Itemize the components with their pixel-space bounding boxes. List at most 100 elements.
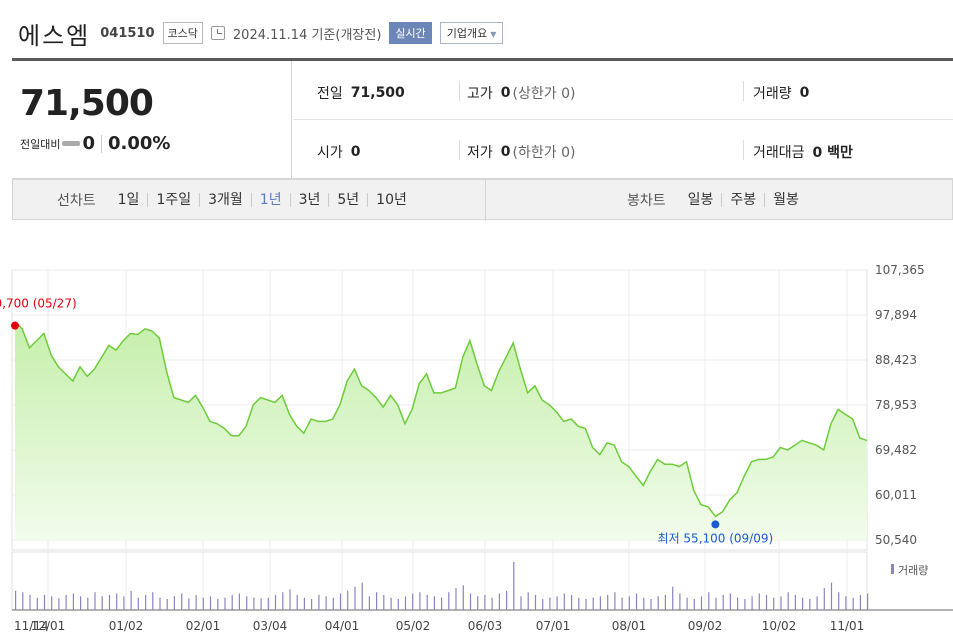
volume-bar	[130, 590, 132, 610]
tab-1d[interactable]: 1일	[110, 193, 149, 207]
volume-bar	[152, 592, 154, 610]
open-label: 시가	[317, 145, 343, 161]
volume-bar	[592, 597, 594, 610]
high-label: 고가	[467, 86, 493, 102]
volume-bar	[794, 594, 796, 610]
volume-bar	[397, 599, 399, 610]
tab-10y[interactable]: 10년	[376, 192, 407, 208]
volume-bar	[433, 596, 435, 610]
tab-weekly[interactable]: 주봉	[722, 193, 766, 207]
upper-limit: (상한가 0)	[512, 86, 576, 102]
tab-5y[interactable]: 5년	[329, 193, 369, 207]
chart-tabs: 선차트 1일 1주일 3개월 1년 3년 5년 10년 봉차트 일봉 주봉 월봉	[12, 179, 953, 221]
x-tick-label: 11/01	[830, 619, 865, 633]
high-annotation: 최고 100,700 (05/27)	[0, 297, 77, 311]
volume-bar	[679, 593, 681, 610]
current-price-panel: 71,500 전일대비 0 0.00%	[12, 61, 292, 179]
volume-bar	[347, 590, 349, 610]
prev-close-label: 전일	[317, 86, 343, 102]
volume-bar	[621, 597, 623, 610]
separator	[101, 134, 103, 153]
prev-close-value: 71,500	[350, 85, 405, 101]
volume-bar	[441, 597, 443, 610]
volume-bar	[311, 599, 313, 610]
volume-bar	[498, 593, 500, 610]
y-tick-label: 78,953	[875, 398, 917, 412]
volume-bar	[419, 592, 421, 610]
volume-bar	[556, 596, 558, 610]
x-tick-label: 05/02	[396, 619, 431, 633]
x-tick-label: 06/03	[468, 619, 503, 633]
volume-bar	[773, 597, 775, 610]
amount-label: 거래대금	[753, 145, 805, 161]
lower-limit: (하한가 0)	[512, 145, 576, 161]
volume-bar	[51, 596, 53, 610]
volume-bar	[787, 592, 789, 610]
x-tick-label: 04/01	[325, 619, 360, 633]
change-value: 0	[82, 133, 96, 154]
volume-bar	[101, 596, 103, 610]
tab-monthly[interactable]: 월봉	[773, 192, 799, 208]
volume-bar	[166, 599, 168, 610]
volume-bar	[202, 597, 204, 610]
volume-bar	[455, 588, 457, 610]
x-tick-label: 12/01	[31, 619, 66, 633]
volume-bar	[506, 590, 508, 610]
tab-1w[interactable]: 1주일	[148, 193, 201, 207]
volume-bars	[15, 562, 869, 610]
volume-bar	[607, 594, 609, 610]
tab-daily[interactable]: 일봉	[680, 193, 723, 207]
volume-bar	[58, 598, 60, 610]
tab-1y[interactable]: 1년	[252, 193, 291, 207]
volume-label: 거래량	[753, 86, 792, 102]
volume-bar	[722, 594, 724, 610]
volume-bar	[823, 588, 825, 610]
amount-value: 0 백만	[812, 145, 853, 161]
tab-3y[interactable]: 3년	[291, 193, 330, 207]
volume-bar	[361, 582, 363, 610]
volume-panel-border	[11, 551, 868, 611]
volume-bar	[672, 586, 674, 610]
tab-3m[interactable]: 3개월	[200, 193, 252, 207]
volume-legend: 거래량	[898, 564, 928, 577]
volume-bar	[15, 590, 17, 610]
candle-chart-tabs: 봉차트 일봉 주봉 월봉	[627, 190, 807, 210]
realtime-button[interactable]: 실시간	[389, 22, 432, 44]
y-tick-label: 88,423	[875, 353, 917, 367]
high-value: 0	[500, 85, 511, 101]
flat-icon	[62, 141, 81, 146]
volume-bar	[383, 594, 385, 610]
volume-bar	[80, 596, 82, 610]
summary-row-2: 시가 0 저가 0 (하한가 0) 거래대금 0 백만	[293, 120, 953, 179]
volume-bar	[867, 593, 869, 610]
x-tick-label: 02/01	[186, 619, 221, 633]
price-area	[15, 321, 867, 540]
price-line	[14, 321, 868, 518]
y-axis: 107,365 97,894 88,423 78,953 69,482 60,011 50,…	[875, 263, 925, 547]
x-tick-label: 08/01	[612, 619, 647, 633]
change-percent: 0.00%	[108, 133, 171, 154]
volume-bar	[809, 599, 811, 610]
volume-bar	[354, 586, 356, 610]
volume-bar	[816, 596, 818, 610]
volume-bar	[614, 592, 616, 610]
volume-bar	[94, 592, 96, 610]
volume-bar	[599, 596, 601, 610]
volume-bar	[664, 594, 666, 610]
volume-bar	[159, 597, 161, 610]
volume-bar	[282, 592, 284, 610]
volume-bar	[563, 593, 565, 610]
volume-bar	[527, 592, 529, 610]
y-tick-label: 69,482	[875, 443, 917, 457]
plot-border	[11, 269, 868, 551]
volume-bar	[43, 594, 46, 610]
volume-bar	[289, 589, 291, 610]
volume-bar	[195, 594, 197, 610]
volume-bar	[376, 592, 378, 610]
amount: 거래대금 0 백만	[753, 142, 853, 162]
company-info-dropdown[interactable]: 기업개요 ▼	[439, 22, 504, 44]
volume-bar	[571, 594, 573, 610]
low-marker	[711, 520, 720, 529]
volume-bar	[780, 596, 782, 610]
volume-bar	[368, 596, 370, 610]
